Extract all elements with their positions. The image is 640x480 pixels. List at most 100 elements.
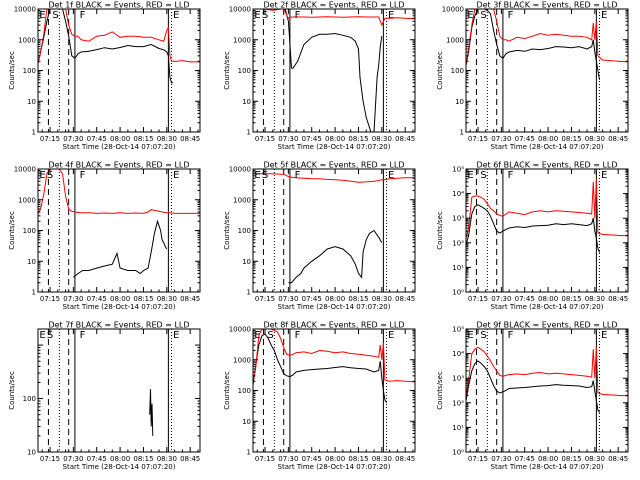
- y-tick-label: 1: [247, 289, 251, 297]
- y-tick-label: 1: [247, 129, 251, 137]
- series-line-events: [466, 9, 600, 80]
- segment-label: E: [39, 170, 45, 181]
- panel-title: Det 2f BLACK = Events, RED = LLD: [263, 1, 404, 10]
- segment-label: S: [47, 170, 53, 181]
- segment-label: E: [467, 330, 473, 341]
- plot-frame: [252, 8, 416, 133]
- y-tick-label: 100: [238, 227, 251, 235]
- y-tick-label: 10: [27, 98, 36, 106]
- x-tick-label: 08:45: [395, 135, 415, 143]
- x-tick-label: 08:30: [585, 295, 605, 303]
- segment-label: E: [39, 10, 45, 21]
- x-tick-label: 08:30: [585, 455, 605, 463]
- panel-title: Det 4f BLACK = Events, RED = LLD: [48, 161, 189, 170]
- segment-label: F: [295, 330, 301, 341]
- y-axis-label: Counts/sec: [223, 51, 231, 90]
- series-line-events: [38, 9, 174, 84]
- x-tick-label: 07:30: [491, 455, 511, 463]
- x-tick-label: 07:30: [63, 295, 83, 303]
- x-tick-label: 08:45: [608, 135, 628, 143]
- plot-frame: [465, 168, 629, 293]
- y-tick-label: 1000: [18, 196, 36, 204]
- y-tick-label: 1: [460, 129, 464, 137]
- y-axis-label: Counts/sec: [436, 51, 444, 90]
- x-tick-label: 07:15: [255, 135, 275, 143]
- x-tick-label: 08:15: [133, 455, 153, 463]
- segment-label: F: [295, 170, 301, 181]
- x-tick-label: 07:15: [255, 295, 275, 303]
- x-tick-label: 08:45: [395, 455, 415, 463]
- y-tick-label: 10: [242, 98, 251, 106]
- series-line-lld: [38, 9, 200, 64]
- y-tick-label: 1: [32, 129, 36, 137]
- y-tick-label: 100: [238, 67, 251, 75]
- data-layer: [253, 169, 415, 292]
- x-tick-label: 07:45: [515, 455, 535, 463]
- panel-title: Det 7f BLACK = Events, RED = LLD: [48, 321, 189, 330]
- data-layer: [466, 169, 628, 292]
- x-tick-label: 08:15: [561, 295, 581, 303]
- x-tick-label: 07:15: [468, 295, 488, 303]
- x-tick-label: 08:00: [538, 295, 558, 303]
- x-tick-label: 08:45: [608, 455, 628, 463]
- x-tick-label: 08:15: [133, 135, 153, 143]
- x-tick-label: 08:15: [561, 135, 581, 143]
- series-line-events: [73, 219, 168, 278]
- segment-label: E: [173, 10, 179, 21]
- x-tick-label: 08:00: [538, 135, 558, 143]
- y-tick-label: 100: [238, 387, 251, 395]
- panel-title: Det 6f BLACK = Events, RED = LLD: [476, 161, 617, 170]
- segment-label: E: [601, 330, 607, 341]
- y-tick-label: 10⁵: [452, 166, 464, 174]
- y-axis-label: Counts/sec: [8, 371, 16, 410]
- y-tick-label: 100: [23, 67, 36, 75]
- series-line-lld: [253, 173, 415, 183]
- x-tick-label: 08:30: [157, 135, 177, 143]
- y-tick-label: 10¹: [452, 264, 464, 272]
- plot-frame: [37, 8, 201, 133]
- panel-title: Det 1f BLACK = Events, RED = LLD: [48, 1, 189, 10]
- series-line-events: [149, 389, 154, 436]
- series-line-events: [288, 229, 383, 284]
- x-tick-label: 07:15: [255, 455, 275, 463]
- x-axis-label: Start Time (28-Oct-14 07:07:20): [63, 303, 176, 311]
- y-tick-label: 10³: [452, 375, 464, 383]
- x-tick-label: 07:30: [491, 135, 511, 143]
- segment-label: E: [173, 170, 179, 181]
- x-tick-label: 08:00: [538, 455, 558, 463]
- data-layer: [466, 329, 628, 452]
- segment-label: E: [601, 10, 607, 21]
- x-tick-label: 08:00: [325, 455, 345, 463]
- y-tick-label: 10⁴: [452, 190, 464, 198]
- x-tick-label: 07:30: [278, 455, 298, 463]
- x-tick-label: 08:00: [110, 455, 130, 463]
- segment-label: S: [47, 330, 53, 341]
- x-tick-label: 07:45: [87, 295, 107, 303]
- segment-label: E: [601, 170, 607, 181]
- plot-frame: [252, 168, 416, 293]
- series-line-events: [466, 360, 600, 413]
- y-tick-label: 10⁰: [452, 449, 464, 457]
- segment-label: S: [262, 10, 268, 21]
- x-tick-label: 07:30: [63, 455, 83, 463]
- x-tick-label: 08:00: [325, 295, 345, 303]
- y-tick-label: 10000: [229, 166, 251, 174]
- x-tick-label: 08:45: [180, 455, 200, 463]
- y-tick-label: 10000: [14, 6, 36, 14]
- segment-label: S: [480, 170, 486, 181]
- panel-title: Det 8f BLACK = Events, RED = LLD: [263, 321, 404, 330]
- x-axis-label: Start Time (28-Oct-14 07:07:20): [491, 303, 604, 311]
- segment-label: S: [262, 170, 268, 181]
- x-tick-label: 08:15: [348, 135, 368, 143]
- series-line-lld: [253, 329, 415, 383]
- data-layer: [38, 9, 200, 132]
- y-tick-label: 10000: [14, 166, 36, 174]
- x-axis-label: Start Time (28-Oct-14 07:07:20): [278, 143, 391, 151]
- y-tick-label: 10⁰: [452, 289, 464, 297]
- x-axis-label: Start Time (28-Oct-14 07:07:20): [278, 463, 391, 471]
- x-tick-label: 08:00: [110, 135, 130, 143]
- y-tick-label: 100: [23, 227, 36, 235]
